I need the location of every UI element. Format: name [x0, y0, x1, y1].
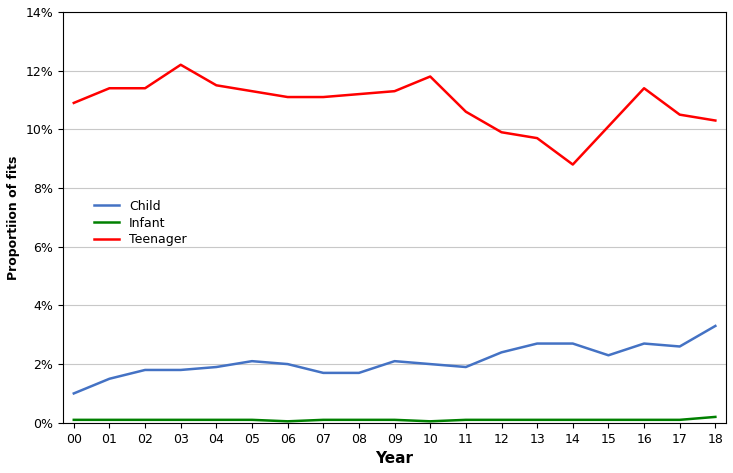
X-axis label: Year: Year — [375, 451, 413, 466]
Y-axis label: Proportiion of fits: Proportiion of fits — [7, 155, 20, 280]
Legend: Child, Infant, Teenager: Child, Infant, Teenager — [89, 195, 192, 251]
